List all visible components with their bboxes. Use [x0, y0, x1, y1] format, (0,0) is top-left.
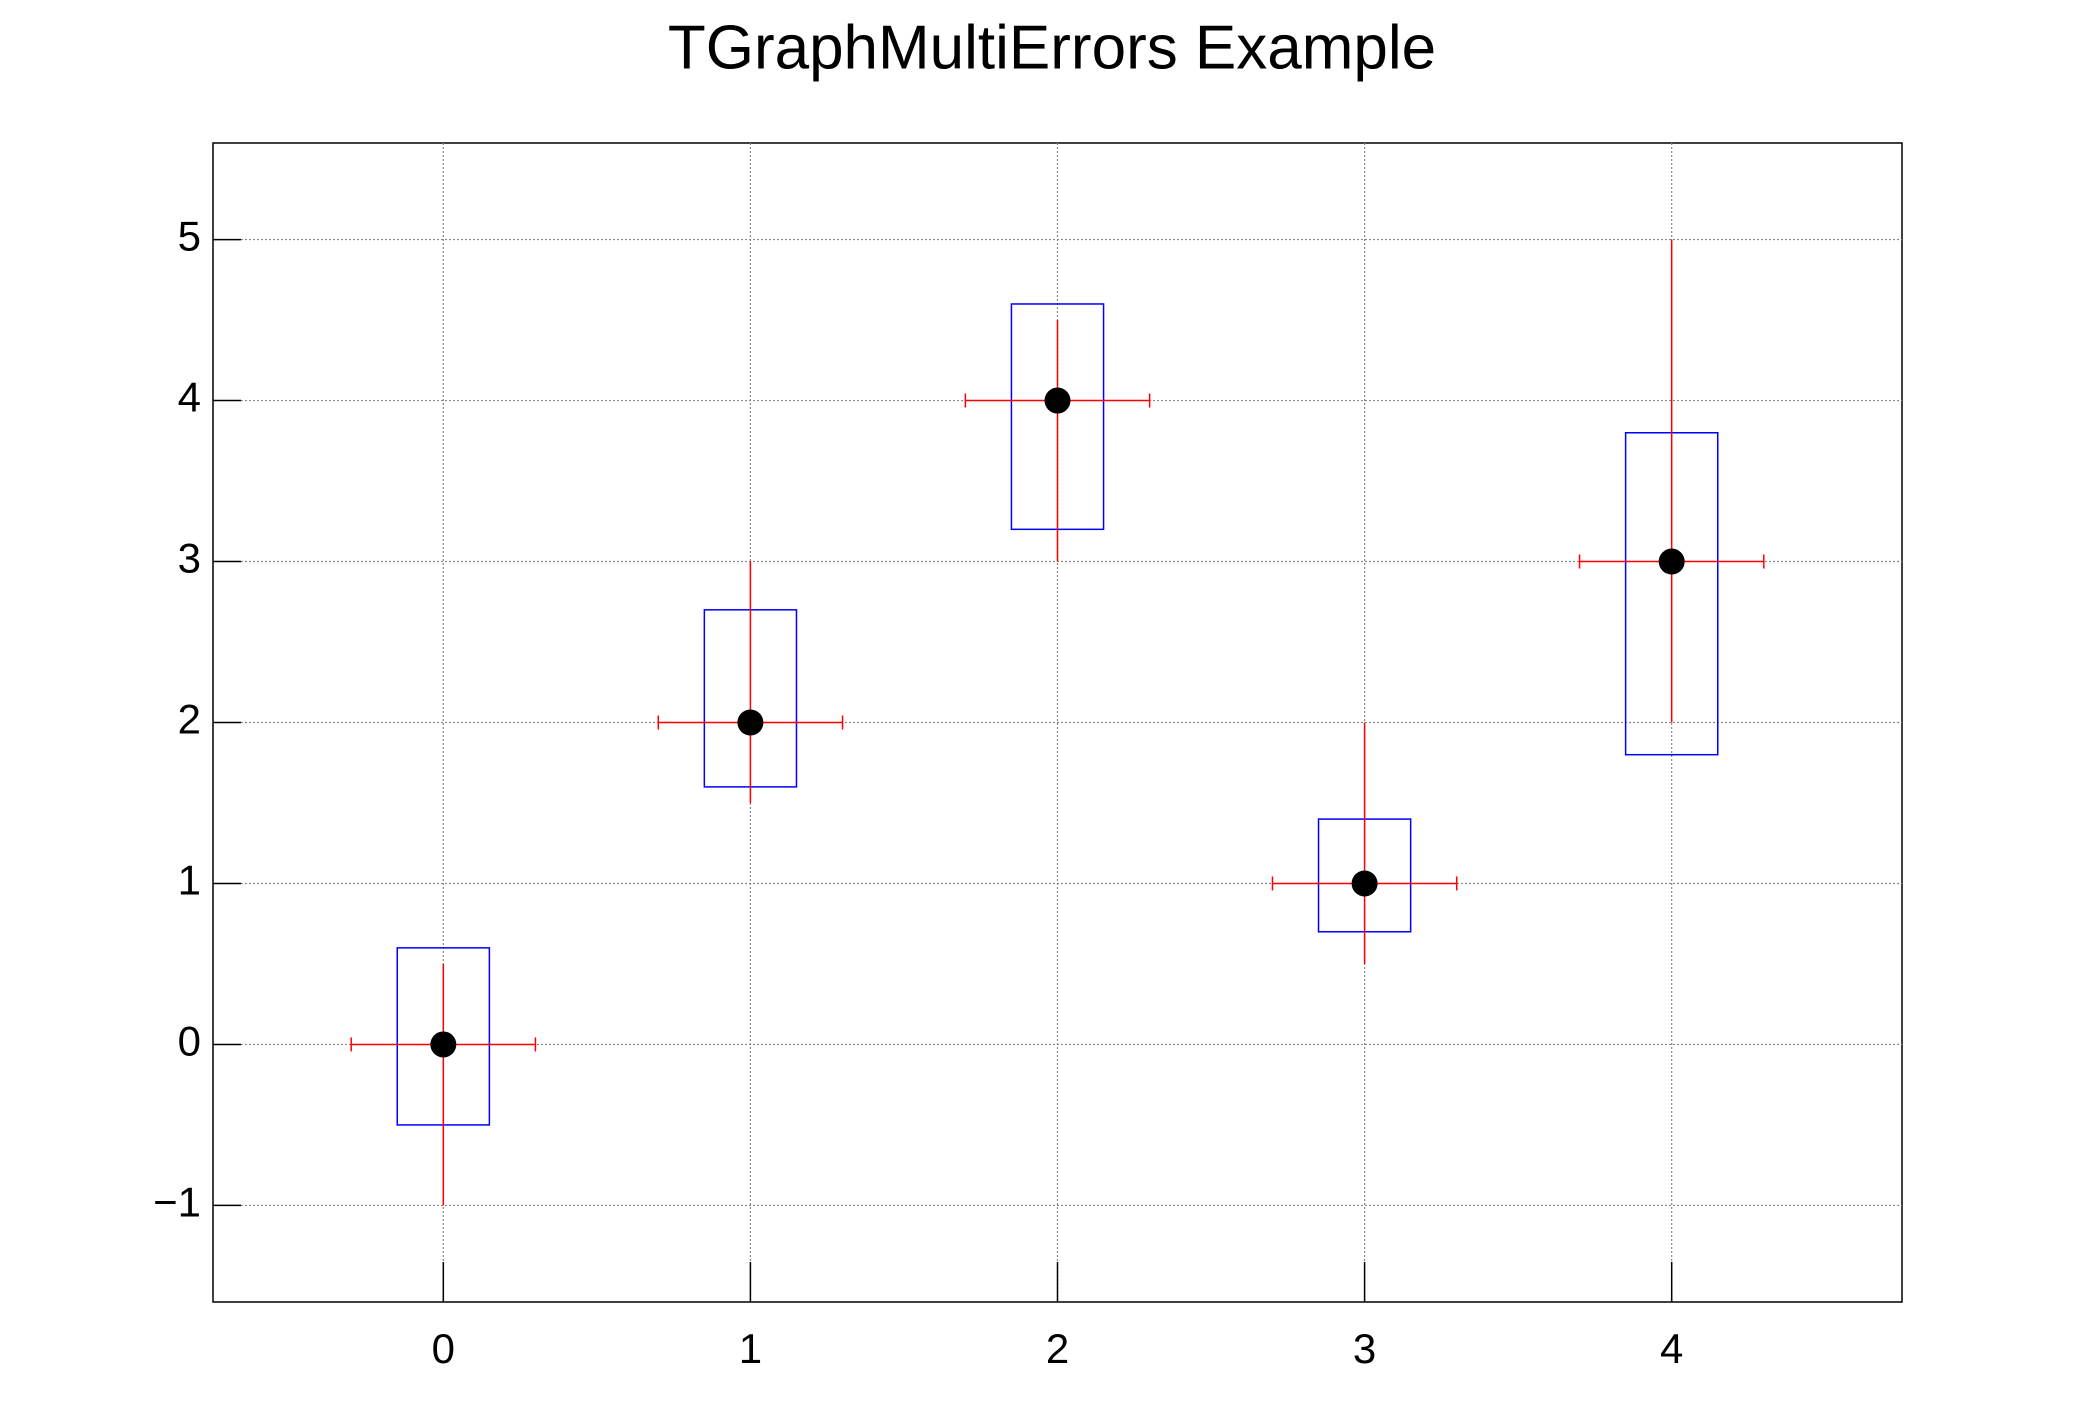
- chart-title: TGraphMultiErrors Example: [668, 13, 1436, 82]
- y-tick-label: 4: [178, 374, 201, 421]
- y-tick-label: 0: [178, 1018, 201, 1065]
- y-tick-label: 2: [178, 696, 201, 743]
- data-point: [737, 709, 764, 736]
- x-tick-label: 4: [1660, 1325, 1683, 1372]
- x-tick-label: 3: [1353, 1325, 1376, 1372]
- y-tick-label: 1: [178, 857, 201, 904]
- data-point: [1658, 548, 1685, 575]
- data-point: [1044, 387, 1071, 414]
- y-tick-label: −1: [153, 1179, 201, 1226]
- y-tick-label: 5: [178, 213, 201, 260]
- data-point: [1351, 870, 1378, 897]
- data-point: [430, 1031, 457, 1058]
- y-tick-label: 3: [178, 535, 201, 582]
- x-tick-label: 0: [432, 1325, 455, 1372]
- x-tick-label: 2: [1046, 1325, 1069, 1372]
- x-tick-label: 1: [739, 1325, 762, 1372]
